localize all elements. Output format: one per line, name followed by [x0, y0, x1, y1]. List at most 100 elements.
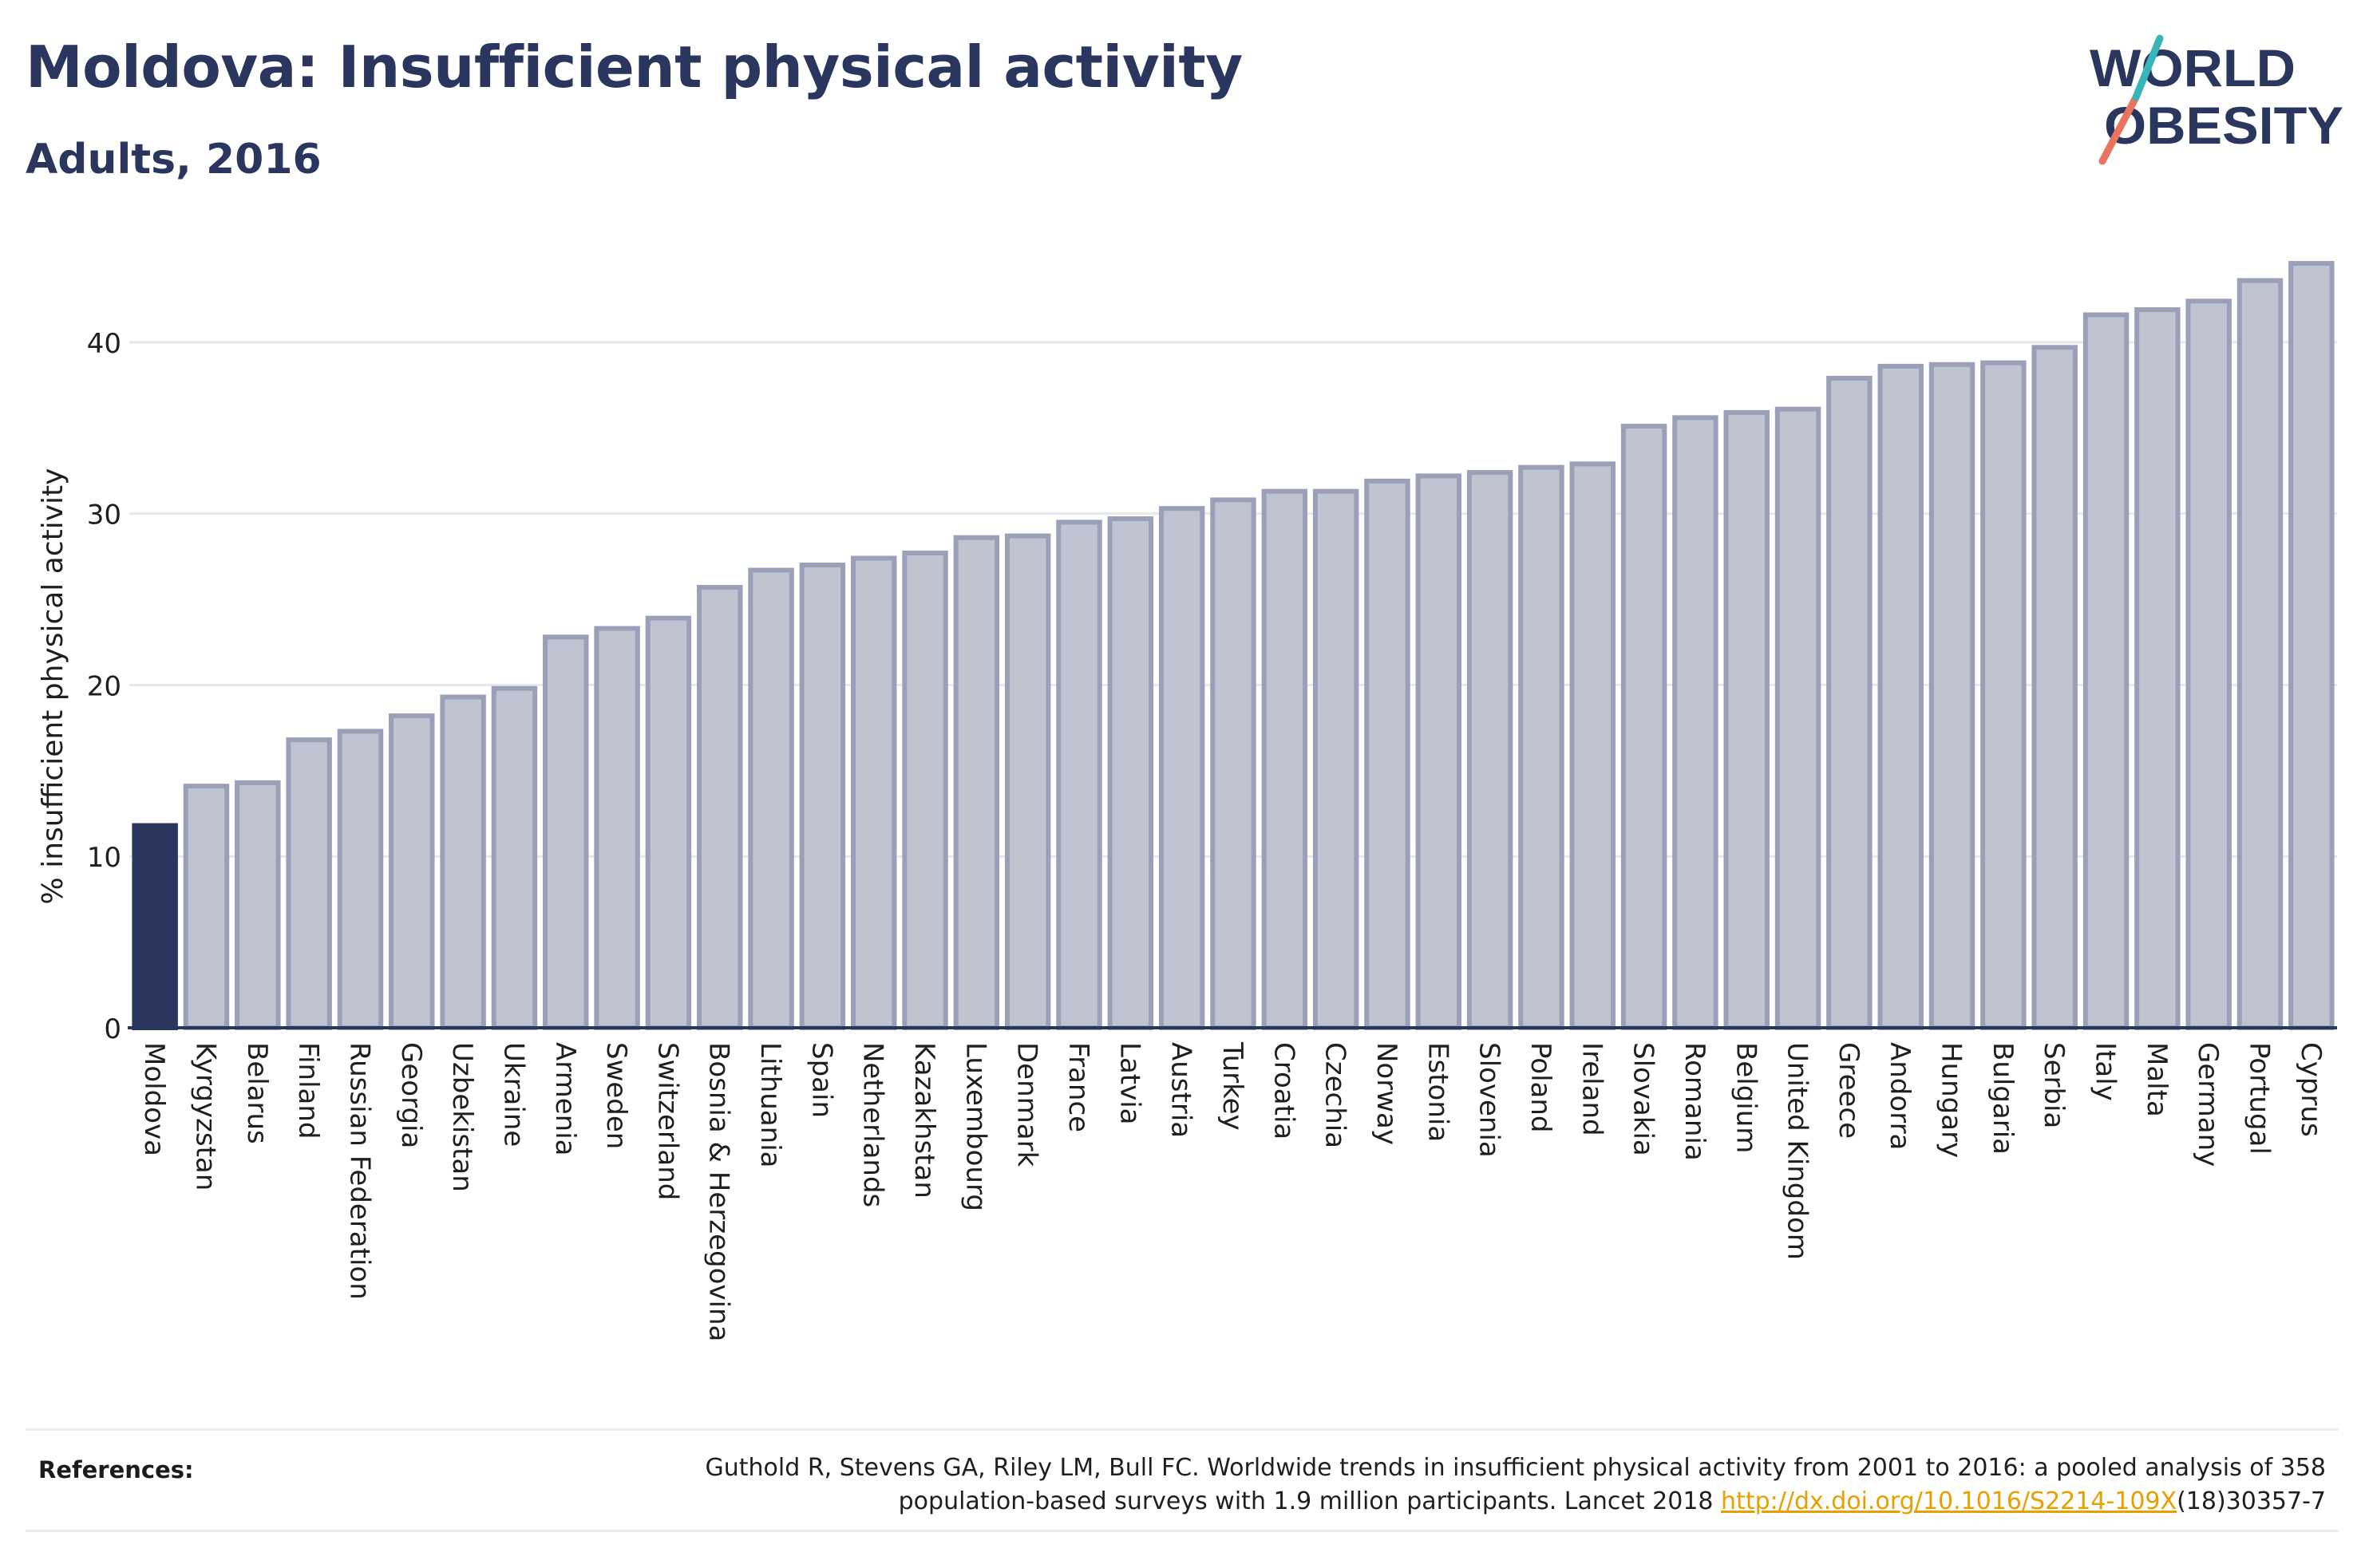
x-tick-label: Finland — [292, 1042, 324, 1139]
bar-spain — [799, 563, 846, 1030]
bar-sweden — [594, 626, 640, 1030]
bar-austria — [1158, 506, 1205, 1030]
x-tick-label: Andorra — [1884, 1042, 1916, 1150]
bar-slovakia — [1620, 424, 1667, 1030]
x-tick-label: Italy — [2090, 1042, 2122, 1101]
bar-georgia — [389, 713, 435, 1030]
bar-kazakhstan — [902, 551, 948, 1030]
x-tick-label: Armenia — [549, 1042, 581, 1156]
bar-serbia — [2031, 345, 2078, 1030]
x-tick-label: Bosnia & Herzegovina — [703, 1042, 735, 1341]
bar-uzbekistan — [440, 694, 486, 1030]
bar-ukraine — [491, 685, 538, 1030]
x-tick-label: United Kingdom — [1782, 1042, 1813, 1260]
x-tick-label: Uzbekistan — [446, 1042, 478, 1192]
logo-line1: WORLD — [2090, 38, 2296, 97]
x-tick-label: Slovakia — [1627, 1042, 1659, 1156]
x-tick-label: Cyprus — [2295, 1042, 2327, 1137]
x-tick-label: Ukraine — [497, 1042, 529, 1147]
x-tick-label: Belarus — [241, 1042, 273, 1144]
x-tick-label: Hungary — [1936, 1042, 1968, 1158]
bar-united-kingdom — [1774, 406, 1821, 1030]
bar-romania — [1672, 415, 1718, 1030]
x-tick-label: Denmark — [1011, 1042, 1043, 1167]
references-section: References: Guthold R, Stevens GA, Riley… — [26, 1428, 2339, 1532]
bar-france — [1056, 519, 1102, 1030]
x-tick-label: Sweden — [600, 1042, 632, 1149]
bar-germany — [2185, 298, 2232, 1031]
y-tick-label: 0 — [104, 1013, 121, 1045]
x-tick-label: Malta — [2141, 1042, 2173, 1117]
bar-moldova — [132, 823, 178, 1030]
page-subtitle: Adults, 2016 — [26, 136, 322, 184]
bar-slovenia — [1466, 470, 1513, 1030]
bar-chart: 0 10 20 30 40 Moldova Kyrgyzstan Belarus Finlan… — [37, 261, 2337, 1341]
bar-portugal — [2236, 278, 2284, 1030]
x-tick-label: Bulgaria — [1987, 1042, 2019, 1155]
reference-line1: Guthold R, Stevens GA, Riley LM, Bull FC… — [705, 1454, 2326, 1482]
bar-turkey — [1210, 497, 1256, 1030]
bar-italy — [2082, 312, 2130, 1030]
references-label: References: — [38, 1456, 194, 1483]
reference-line2: population-based surveys with 1.9 millio… — [898, 1487, 1722, 1515]
bar-bulgaria — [1980, 360, 2027, 1030]
x-tick-label: Estonia — [1422, 1042, 1453, 1142]
world-obesity-logo: WORLD OBESITY — [2090, 34, 2343, 165]
bar-estonia — [1415, 473, 1462, 1030]
references-text: Guthold R, Stevens GA, Riley LM, Bull FC… — [490, 1451, 2326, 1519]
y-tick-label: 30 — [87, 500, 121, 531]
bar-andorra — [1877, 363, 1924, 1030]
x-tick-label: Ireland — [1576, 1042, 1608, 1136]
bar-greece — [1826, 375, 1873, 1030]
bar-lithuania — [748, 567, 794, 1030]
x-tick-label: Spain — [805, 1042, 837, 1118]
bar-cyprus — [2288, 261, 2335, 1030]
x-tick-label: Croatia — [1268, 1042, 1299, 1139]
x-tick-label: Latvia — [1113, 1042, 1145, 1125]
x-tick-label: Norway — [1370, 1042, 1402, 1145]
x-tick-label: Kazakhstan — [908, 1042, 940, 1199]
page-title: Moldova: Insufficient physical activity — [26, 34, 1243, 101]
bar-norway — [1364, 478, 1410, 1030]
x-tick-label: France — [1062, 1042, 1094, 1132]
y-axis-ticks: 0 10 20 30 40 — [87, 328, 121, 1045]
bar-belarus — [235, 780, 281, 1030]
bar-finland — [286, 737, 332, 1030]
x-tick-label: Switzerland — [651, 1042, 683, 1200]
x-tick-label: Slovenia — [1473, 1042, 1505, 1158]
bar-luxembourg — [953, 535, 1000, 1030]
bar-kyrgyzstan — [183, 784, 230, 1030]
bar-poland — [1518, 464, 1564, 1030]
bars — [132, 261, 2335, 1031]
bar-croatia — [1261, 488, 1308, 1030]
x-tick-label: Germany — [2192, 1042, 2224, 1167]
x-tick-label: Kyrgyzstan — [189, 1042, 221, 1191]
x-tick-label: Romania — [1679, 1042, 1710, 1161]
bar-malta — [2134, 307, 2181, 1031]
logo-line2: OBESITY — [2104, 96, 2343, 155]
x-tick-label: Turkey — [1216, 1041, 1248, 1131]
bar-armenia — [543, 634, 589, 1030]
bar-latvia — [1107, 516, 1154, 1030]
y-tick-label: 10 — [87, 842, 121, 874]
bar-bosnia-herzegovina — [697, 585, 743, 1030]
bar-czechia — [1312, 488, 1359, 1030]
y-tick-label: 20 — [87, 670, 121, 702]
bar-switzerland — [645, 615, 692, 1030]
x-tick-label: Portugal — [2244, 1042, 2276, 1155]
reference-line2-suffix: (18)30357-7 — [2177, 1487, 2326, 1515]
x-tick-label: Belgium — [1730, 1042, 1762, 1153]
bar-denmark — [1004, 533, 1051, 1030]
x-tick-label: Georgia — [395, 1042, 427, 1148]
x-tick-label: Austria — [1165, 1042, 1197, 1138]
y-tick-label: 40 — [87, 328, 121, 360]
x-tick-label: Poland — [1525, 1042, 1556, 1133]
bar-ireland — [1569, 461, 1616, 1030]
bar-russian-federation — [337, 729, 384, 1030]
x-tick-label: Lithuania — [754, 1042, 786, 1167]
x-tick-label: Netherlands — [857, 1042, 889, 1207]
bar-hungary — [1928, 361, 1975, 1030]
bar-belgium — [1723, 409, 1770, 1030]
x-tick-label: Serbia — [2038, 1042, 2070, 1128]
doi-link[interactable]: http://dx.doi.org/10.1016/S2214-109X — [1721, 1487, 2177, 1515]
